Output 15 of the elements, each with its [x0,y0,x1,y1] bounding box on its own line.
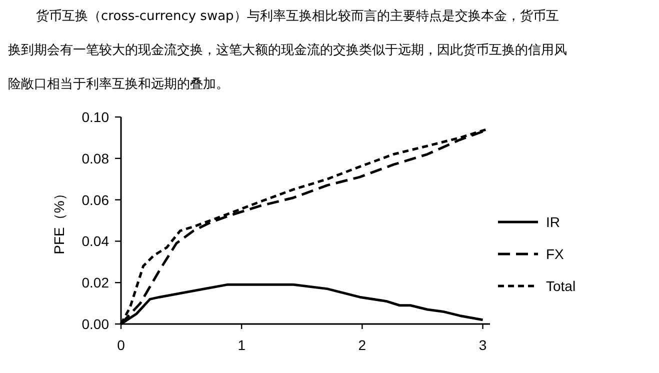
y-tick-label: 0.04 [82,233,110,250]
legend-label: FX [546,246,565,262]
x-tick-label: 3 [478,337,487,353]
y-tick-label: 0.00 [82,316,110,332]
y-axis-title: PFE（%） [51,186,67,254]
x-tick-label: 2 [358,337,366,353]
text: 货币互换（cross-currency swap）与利率互换相比较而言的主要特点是交换本金，货币互换到期会有一笔较大的现金流交换，这笔大额的现金流的交换类似于远期，因此货币互换的信用风险敞口相当于利率互换和远期的叠加。 [8,9,567,92]
y-tick-label: 0.06 [82,192,110,208]
x-tick-label: 0 [117,337,126,353]
x-tick-label: 1 [238,337,246,353]
legend-label: IR [546,214,560,230]
y-tick-label: 0.08 [82,150,110,166]
y-tick-label: 0.10 [82,109,110,125]
y-tick-label: 0.02 [82,274,110,291]
legend-label: Total [546,278,576,294]
